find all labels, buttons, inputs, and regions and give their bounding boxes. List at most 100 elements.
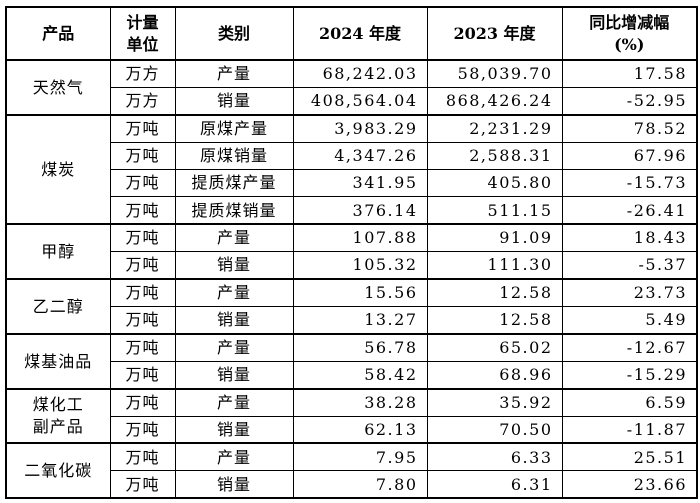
category-cell: 销量 <box>174 415 294 444</box>
col-header-2024: 2024 年度 <box>292 6 428 61</box>
table-header: 产品 计量 单位 类别 2024 年度 2023 年度 同比增减幅 (%) <box>5 6 698 61</box>
category-cell: 销量 <box>174 251 294 280</box>
table-row: 煤基油品 万吨 产量 56.78 65.02 -12.67 <box>5 332 698 390</box>
value-2024-cell: 4,347.26 <box>292 141 428 171</box>
yoy-cell: -12.67 <box>561 332 698 362</box>
col-header-category: 类别 <box>174 6 294 61</box>
table-row: 甲醇 万吨 产量 107.88 91.09 18.43 <box>5 223 698 280</box>
category-cell: 原煤销量 <box>174 141 294 171</box>
value-2024-cell: 7.80 <box>292 470 428 499</box>
value-2024-cell: 376.14 <box>292 196 428 225</box>
value-2023-cell: 70.50 <box>426 415 563 444</box>
unit-cell: 万吨 <box>109 360 176 390</box>
table-row: 万吨 销量 105.32 111.30 -5.37 <box>6 251 698 280</box>
category-cell: 销量 <box>174 360 294 390</box>
table-row: 万吨 原煤销量 4,347.26 2,588.31 67.96 <box>6 141 698 171</box>
product-cell: 乙二醇 <box>5 278 111 335</box>
table-body: 天然气 万方 产量 68,242.03 58,039.70 17.58 万方 销量 408,56… <box>5 58 698 499</box>
unit-cell: 万吨 <box>109 223 176 253</box>
value-2023-cell: 58,039.70 <box>426 58 563 88</box>
value-2024-cell: 62.13 <box>292 415 428 444</box>
value-2024-cell: 408,564.04 <box>292 86 428 116</box>
unit-cell: 万吨 <box>109 415 176 444</box>
product-cell: 煤炭 <box>5 113 111 225</box>
value-2023-cell: 511.15 <box>426 196 563 225</box>
col-header-unit: 计量 单位 <box>109 6 176 61</box>
yoy-cell: -52.95 <box>561 86 698 116</box>
product-cell: 煤基油品 <box>5 332 111 390</box>
value-2023-cell: 2,231.29 <box>426 113 563 143</box>
value-2023-cell: 68.96 <box>426 360 563 390</box>
value-2024-cell: 3,983.29 <box>292 113 428 143</box>
production-table: 产品 计量 单位 类别 2024 年度 2023 年度 同比增减幅 (%) 天然… <box>5 6 698 500</box>
value-2024-cell: 15.56 <box>292 278 428 308</box>
unit-cell: 万吨 <box>109 278 176 308</box>
yoy-cell: 23.66 <box>561 470 698 499</box>
product-cell: 二氧化碳 <box>5 442 111 499</box>
yoy-cell: -5.37 <box>561 251 698 280</box>
table-row: 乙二醇 万吨 产量 15.56 12.58 23.73 <box>5 278 698 335</box>
yoy-cell: -26.41 <box>561 196 698 225</box>
value-2024-cell: 7.95 <box>292 442 428 472</box>
unit-cell: 万吨 <box>109 141 176 171</box>
value-2023-cell: 111.30 <box>426 251 563 280</box>
col-header-2023: 2023 年度 <box>426 6 563 61</box>
value-2024-cell: 105.32 <box>292 251 428 280</box>
yoy-cell: -15.73 <box>561 169 698 198</box>
unit-cell: 万吨 <box>109 196 176 225</box>
value-2023-cell: 91.09 <box>426 223 563 253</box>
yoy-cell: 5.49 <box>561 306 698 335</box>
category-cell: 销量 <box>174 86 294 116</box>
yoy-cell: 67.96 <box>561 141 698 171</box>
unit-cell: 万吨 <box>109 442 176 472</box>
value-2023-cell: 65.02 <box>426 332 563 362</box>
unit-cell: 万吨 <box>109 306 176 335</box>
category-cell: 产量 <box>174 332 294 362</box>
table-row: 万吨 销量 13.27 12.58 5.49 <box>6 306 698 335</box>
table-row: 煤炭 万吨 原煤产量 3,983.29 2,231.29 78.52 <box>5 113 698 225</box>
unit-cell: 万吨 <box>109 332 176 362</box>
unit-cell: 万吨 <box>109 251 176 280</box>
yoy-cell: 25.51 <box>561 442 698 472</box>
category-cell: 产量 <box>174 58 294 88</box>
product-cell: 天然气 <box>5 59 111 116</box>
unit-cell: 万方 <box>109 58 176 88</box>
unit-cell: 万吨 <box>109 470 176 499</box>
yoy-cell: 78.52 <box>561 113 698 143</box>
category-cell: 产量 <box>174 387 294 417</box>
unit-cell: 万吨 <box>109 169 176 198</box>
col-header-yoy: 同比增减幅 (%) <box>561 6 698 61</box>
yoy-cell: 23.73 <box>561 278 698 308</box>
category-cell: 产量 <box>174 223 294 253</box>
yoy-cell: -11.87 <box>561 415 698 444</box>
value-2023-cell: 6.31 <box>426 470 563 499</box>
value-2024-cell: 107.88 <box>292 223 428 253</box>
table-row: 二氧化碳 万吨 产量 7.95 6.33 25.51 <box>5 442 698 499</box>
unit-cell: 万吨 <box>109 387 176 417</box>
table-row: 天然气 万方 产量 68,242.03 58,039.70 17.58 <box>5 58 698 116</box>
unit-cell: 万方 <box>109 86 176 116</box>
value-2024-cell: 68,242.03 <box>292 58 428 88</box>
table-row: 万吨 提质煤销量 376.14 511.15 -26.41 <box>6 196 698 225</box>
yoy-cell: -15.29 <box>561 360 698 390</box>
category-cell: 销量 <box>174 470 294 499</box>
yoy-cell: 18.43 <box>561 223 698 253</box>
category-cell: 产量 <box>174 278 294 308</box>
value-2024-cell: 56.78 <box>292 332 428 362</box>
product-cell: 甲醇 <box>5 223 111 280</box>
category-cell: 销量 <box>174 306 294 335</box>
yoy-cell: 17.58 <box>561 58 698 88</box>
value-2023-cell: 35.92 <box>426 387 563 417</box>
header-row: 产品 计量 单位 类别 2024 年度 2023 年度 同比增减幅 (%) <box>5 6 698 61</box>
value-2023-cell: 12.58 <box>426 306 563 335</box>
table-row: 煤化工 副产品 万吨 产量 38.28 35.92 6.59 <box>5 387 698 444</box>
category-cell: 原煤产量 <box>174 113 294 143</box>
value-2024-cell: 58.42 <box>292 360 428 390</box>
value-2023-cell: 868,426.24 <box>426 86 563 116</box>
table-row: 万吨 销量 58.42 68.96 -15.29 <box>6 360 698 390</box>
table-row: 万吨 销量 7.80 6.31 23.66 <box>6 470 698 499</box>
value-2023-cell: 405.80 <box>426 169 563 198</box>
value-2024-cell: 38.28 <box>292 387 428 417</box>
category-cell: 提质煤销量 <box>174 196 294 225</box>
value-2023-cell: 6.33 <box>426 442 563 472</box>
